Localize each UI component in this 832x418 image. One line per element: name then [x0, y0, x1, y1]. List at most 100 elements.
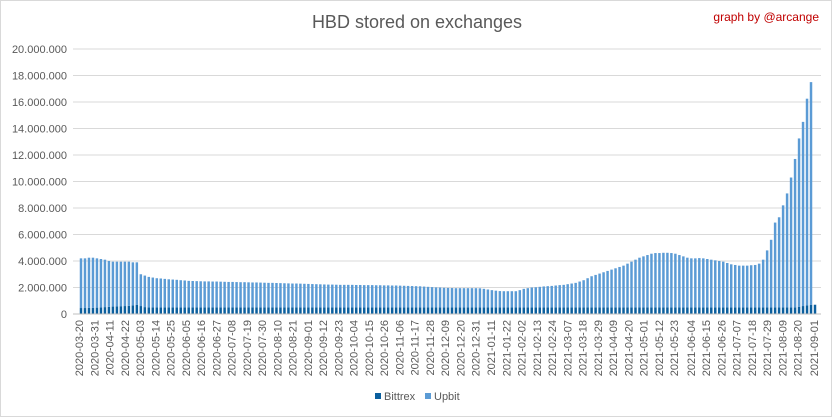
- bar-bittrex: [578, 307, 581, 314]
- bar-upbit: [135, 262, 139, 305]
- x-tick-label: 2021-04-09: [608, 320, 620, 376]
- bar-upbit: [231, 281, 234, 308]
- bar-upbit: [522, 288, 526, 308]
- bar-bittrex: [394, 307, 398, 314]
- bar-upbit: [215, 281, 218, 308]
- bar-bittrex: [478, 307, 482, 314]
- bar-upbit: [749, 265, 753, 308]
- bar-upbit: [538, 286, 541, 308]
- bar-upbit: [390, 285, 394, 308]
- bar-bittrex: [458, 307, 462, 314]
- bar-upbit: [666, 252, 669, 308]
- bar-bittrex: [534, 307, 537, 314]
- x-tick-label: 2020-09-23: [333, 320, 345, 376]
- bar-bittrex: [107, 306, 111, 314]
- legend-label-bittrex: Bittrex: [384, 391, 416, 403]
- bar-upbit: [223, 281, 226, 308]
- bar-upbit: [582, 280, 585, 308]
- bar-upbit: [534, 287, 537, 308]
- bar-upbit: [594, 274, 597, 308]
- bar-upbit: [674, 253, 677, 308]
- bar-bittrex: [722, 307, 725, 314]
- x-tick-label: 2020-10-15: [364, 320, 376, 376]
- bar-upbit: [351, 284, 354, 308]
- bar-bittrex: [729, 307, 733, 314]
- bar-upbit: [378, 285, 382, 308]
- x-tick-label: 2021-07-29: [762, 320, 774, 376]
- bar-bittrex: [777, 307, 781, 314]
- bar-bittrex: [642, 307, 645, 314]
- x-tick-label: 2021-01-11: [486, 320, 498, 375]
- bar-bittrex: [785, 307, 789, 314]
- x-tick-label: 2021-08-20: [793, 320, 805, 376]
- bar-upbit: [610, 269, 613, 308]
- bar-upbit: [167, 279, 170, 308]
- bar-bittrex: [494, 307, 498, 314]
- x-tick-label: 2020-11-17: [410, 320, 422, 375]
- bar-upbit: [402, 285, 406, 308]
- bar-upbit: [765, 250, 769, 308]
- bar-bittrex: [482, 307, 486, 314]
- bar-bittrex: [586, 307, 589, 314]
- bar-upbit: [578, 281, 581, 308]
- bar-upbit: [303, 283, 306, 308]
- bar-upbit: [211, 281, 214, 308]
- x-tick-label: 2020-03-20: [74, 320, 86, 376]
- bar-upbit: [646, 255, 649, 308]
- x-tick-label: 2020-06-16: [196, 320, 208, 376]
- bar-bittrex: [546, 307, 549, 314]
- bar-upbit: [558, 285, 561, 308]
- bar-upbit: [179, 280, 182, 308]
- bar-bittrex: [410, 307, 414, 314]
- bar-bittrex: [745, 307, 749, 314]
- legend-label-upbit: Upbit: [434, 391, 460, 403]
- y-tick-label: 16.000.000: [12, 97, 67, 109]
- bar-upbit: [339, 284, 342, 308]
- bar-upbit: [514, 291, 518, 308]
- bar-upbit: [370, 285, 374, 308]
- bar-upbit: [239, 282, 242, 308]
- bar-bittrex: [159, 307, 163, 314]
- y-tick-label: 8.000.000: [18, 203, 67, 215]
- bar-bittrex: [179, 307, 182, 314]
- bar-upbit: [382, 285, 386, 308]
- x-tick-label: 2020-07-19: [242, 320, 254, 376]
- bar-bittrex: [287, 307, 290, 314]
- bar-bittrex: [175, 307, 178, 314]
- bar-bittrex: [558, 307, 561, 314]
- bar-bittrex: [219, 307, 222, 314]
- bar-bittrex: [470, 307, 474, 314]
- x-tick-label: 2021-06-04: [686, 320, 698, 376]
- bar-bittrex: [530, 307, 534, 314]
- bar-upbit: [87, 257, 91, 308]
- bar-bittrex: [402, 307, 406, 314]
- bar-bittrex: [650, 307, 653, 314]
- bar-upbit: [319, 284, 322, 308]
- bar-upbit: [446, 287, 450, 308]
- bar-bittrex: [450, 307, 454, 314]
- legend-swatch-upbit: [425, 393, 431, 399]
- bar-upbit: [151, 277, 155, 308]
- bar-upbit: [773, 222, 777, 308]
- bar-bittrex: [418, 307, 422, 314]
- bar-bittrex: [171, 307, 174, 314]
- bar-upbit: [207, 281, 210, 308]
- bar-bittrex: [343, 307, 346, 314]
- bar-bittrex: [199, 307, 202, 314]
- bar-upbit: [103, 259, 107, 308]
- bar-bittrex: [347, 307, 350, 314]
- bar-upbit: [686, 257, 689, 308]
- bar-bittrex: [135, 304, 139, 314]
- bar-upbit: [95, 258, 99, 308]
- bar-bittrex: [741, 307, 745, 314]
- bar-upbit: [279, 283, 282, 308]
- bar-bittrex: [518, 307, 522, 314]
- bar-upbit: [690, 258, 693, 308]
- bar-bittrex: [434, 307, 438, 314]
- x-tick-label: 2021-01-22: [501, 320, 513, 376]
- x-tick-label: 2021-04-20: [623, 320, 635, 376]
- bar-bittrex: [454, 307, 458, 314]
- bar-upbit: [430, 287, 434, 308]
- bar-bittrex: [446, 307, 450, 314]
